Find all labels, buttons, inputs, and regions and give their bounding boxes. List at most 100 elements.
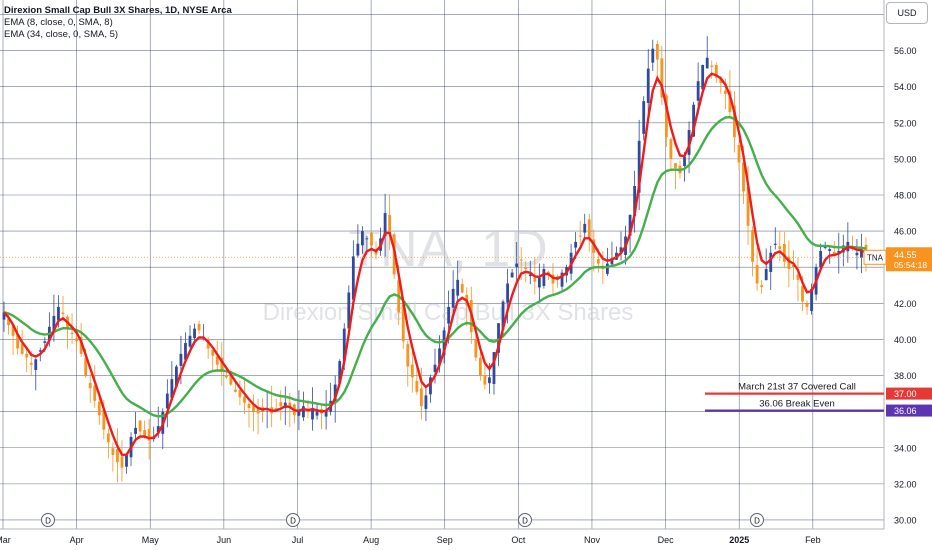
candle-body (388, 214, 392, 233)
annotation-label: March 21st 37 Covered Call (738, 382, 856, 393)
candle-body (628, 214, 632, 236)
candle-body (447, 306, 451, 324)
chart-legend: Direxion Small Cap Bull 3X Shares, 1D, N… (4, 5, 232, 41)
candle-body (347, 292, 351, 329)
dividend-marker-label: D (290, 517, 296, 526)
candle-body (79, 337, 83, 354)
dividend-marker-icon (518, 513, 532, 527)
annotation-price-value: 36.06 (894, 406, 917, 416)
y-tick-label: 32.00 (894, 479, 917, 489)
candle-body (773, 243, 777, 245)
candle-body (655, 44, 659, 60)
candle-body (229, 371, 233, 385)
candle-body (120, 456, 124, 468)
candle-body (619, 247, 623, 254)
candle-body (596, 259, 600, 264)
candle-body (147, 428, 151, 441)
x-tick-label: Mar (0, 535, 11, 545)
candle-body (356, 243, 360, 256)
candle-body (683, 157, 686, 167)
x-tick-label: Dec (658, 535, 675, 545)
y-tick-label: 48.00 (894, 190, 917, 200)
candle-body (692, 104, 695, 137)
candle-body (442, 330, 446, 356)
legend-title: Direxion Small Cap Bull 3X Shares, 1D, N… (4, 5, 232, 16)
candle-body (606, 263, 609, 274)
candle-body (583, 223, 587, 233)
x-tick-label: Apr (70, 535, 84, 545)
candle-body (506, 283, 509, 303)
dividend-marker-icon (750, 513, 764, 527)
x-tick-label: Jun (217, 535, 232, 545)
candle-body (2, 312, 6, 320)
candle-body (102, 409, 106, 430)
candle-body (311, 408, 314, 420)
candle-body (306, 411, 310, 413)
symbol-tag-label: TNA (867, 253, 884, 262)
dividend-marker-label: D (522, 517, 528, 526)
candle-body (52, 315, 56, 333)
dividend-marker-icon (41, 513, 55, 527)
candle-body (524, 267, 528, 270)
candle-body (674, 163, 677, 168)
y-tick-label: 54.00 (894, 82, 917, 92)
dividend-marker-label: D (45, 517, 51, 526)
candle-body (106, 433, 110, 443)
candle-body (651, 48, 655, 63)
annotation-price-box (886, 404, 932, 417)
candle-body (601, 268, 605, 270)
price-tag-value: 44.55 (894, 250, 917, 260)
candle-body (220, 357, 224, 372)
dividend-marker-icon (286, 513, 300, 527)
candle-body (438, 348, 441, 365)
candle-body (696, 81, 700, 101)
candle-body (70, 332, 74, 335)
candle-body (810, 288, 813, 311)
currency-button[interactable]: USD (886, 2, 928, 24)
candle-body (84, 358, 88, 376)
candle-body (542, 269, 546, 286)
candle-body (751, 230, 754, 262)
candle-body (252, 405, 255, 412)
ema-8-line (3, 72, 867, 457)
candle-body (143, 430, 147, 437)
candle-body (297, 411, 301, 416)
candle-body (170, 379, 174, 398)
candle-body (778, 246, 782, 250)
candle-body (43, 341, 47, 343)
price-tag-countdown: 05:54:18 (894, 260, 927, 270)
candle-body (805, 303, 809, 307)
candle-body (197, 323, 201, 331)
candle-body (819, 250, 823, 268)
candle-body (97, 401, 101, 416)
candle-body (288, 402, 292, 409)
candle-body (728, 90, 732, 112)
candle-body (351, 256, 355, 300)
candle-body (224, 375, 228, 378)
candle-body (401, 304, 405, 342)
candle-body (238, 390, 242, 398)
candle-body (787, 256, 791, 270)
candle-body (247, 403, 251, 409)
candle-body (801, 286, 804, 302)
y-tick-label: 38.00 (894, 371, 917, 381)
candle-body (7, 318, 10, 325)
candle-body (719, 78, 723, 84)
candle-body (574, 241, 578, 248)
candle-body (38, 350, 42, 352)
candle-body (61, 312, 65, 315)
candle-body (279, 402, 283, 407)
candle-body (478, 357, 482, 376)
candle-body (510, 272, 514, 278)
candle-body (175, 366, 178, 387)
candle-body (501, 301, 505, 330)
candle-body (587, 219, 591, 239)
candle-body (460, 283, 464, 293)
candle-body (25, 353, 29, 358)
candle-body (760, 285, 764, 288)
candle-body (324, 409, 328, 417)
legend-ema-8: EMA (8, close, 0, SMA, 8) (4, 17, 113, 28)
candle-body (633, 185, 637, 217)
